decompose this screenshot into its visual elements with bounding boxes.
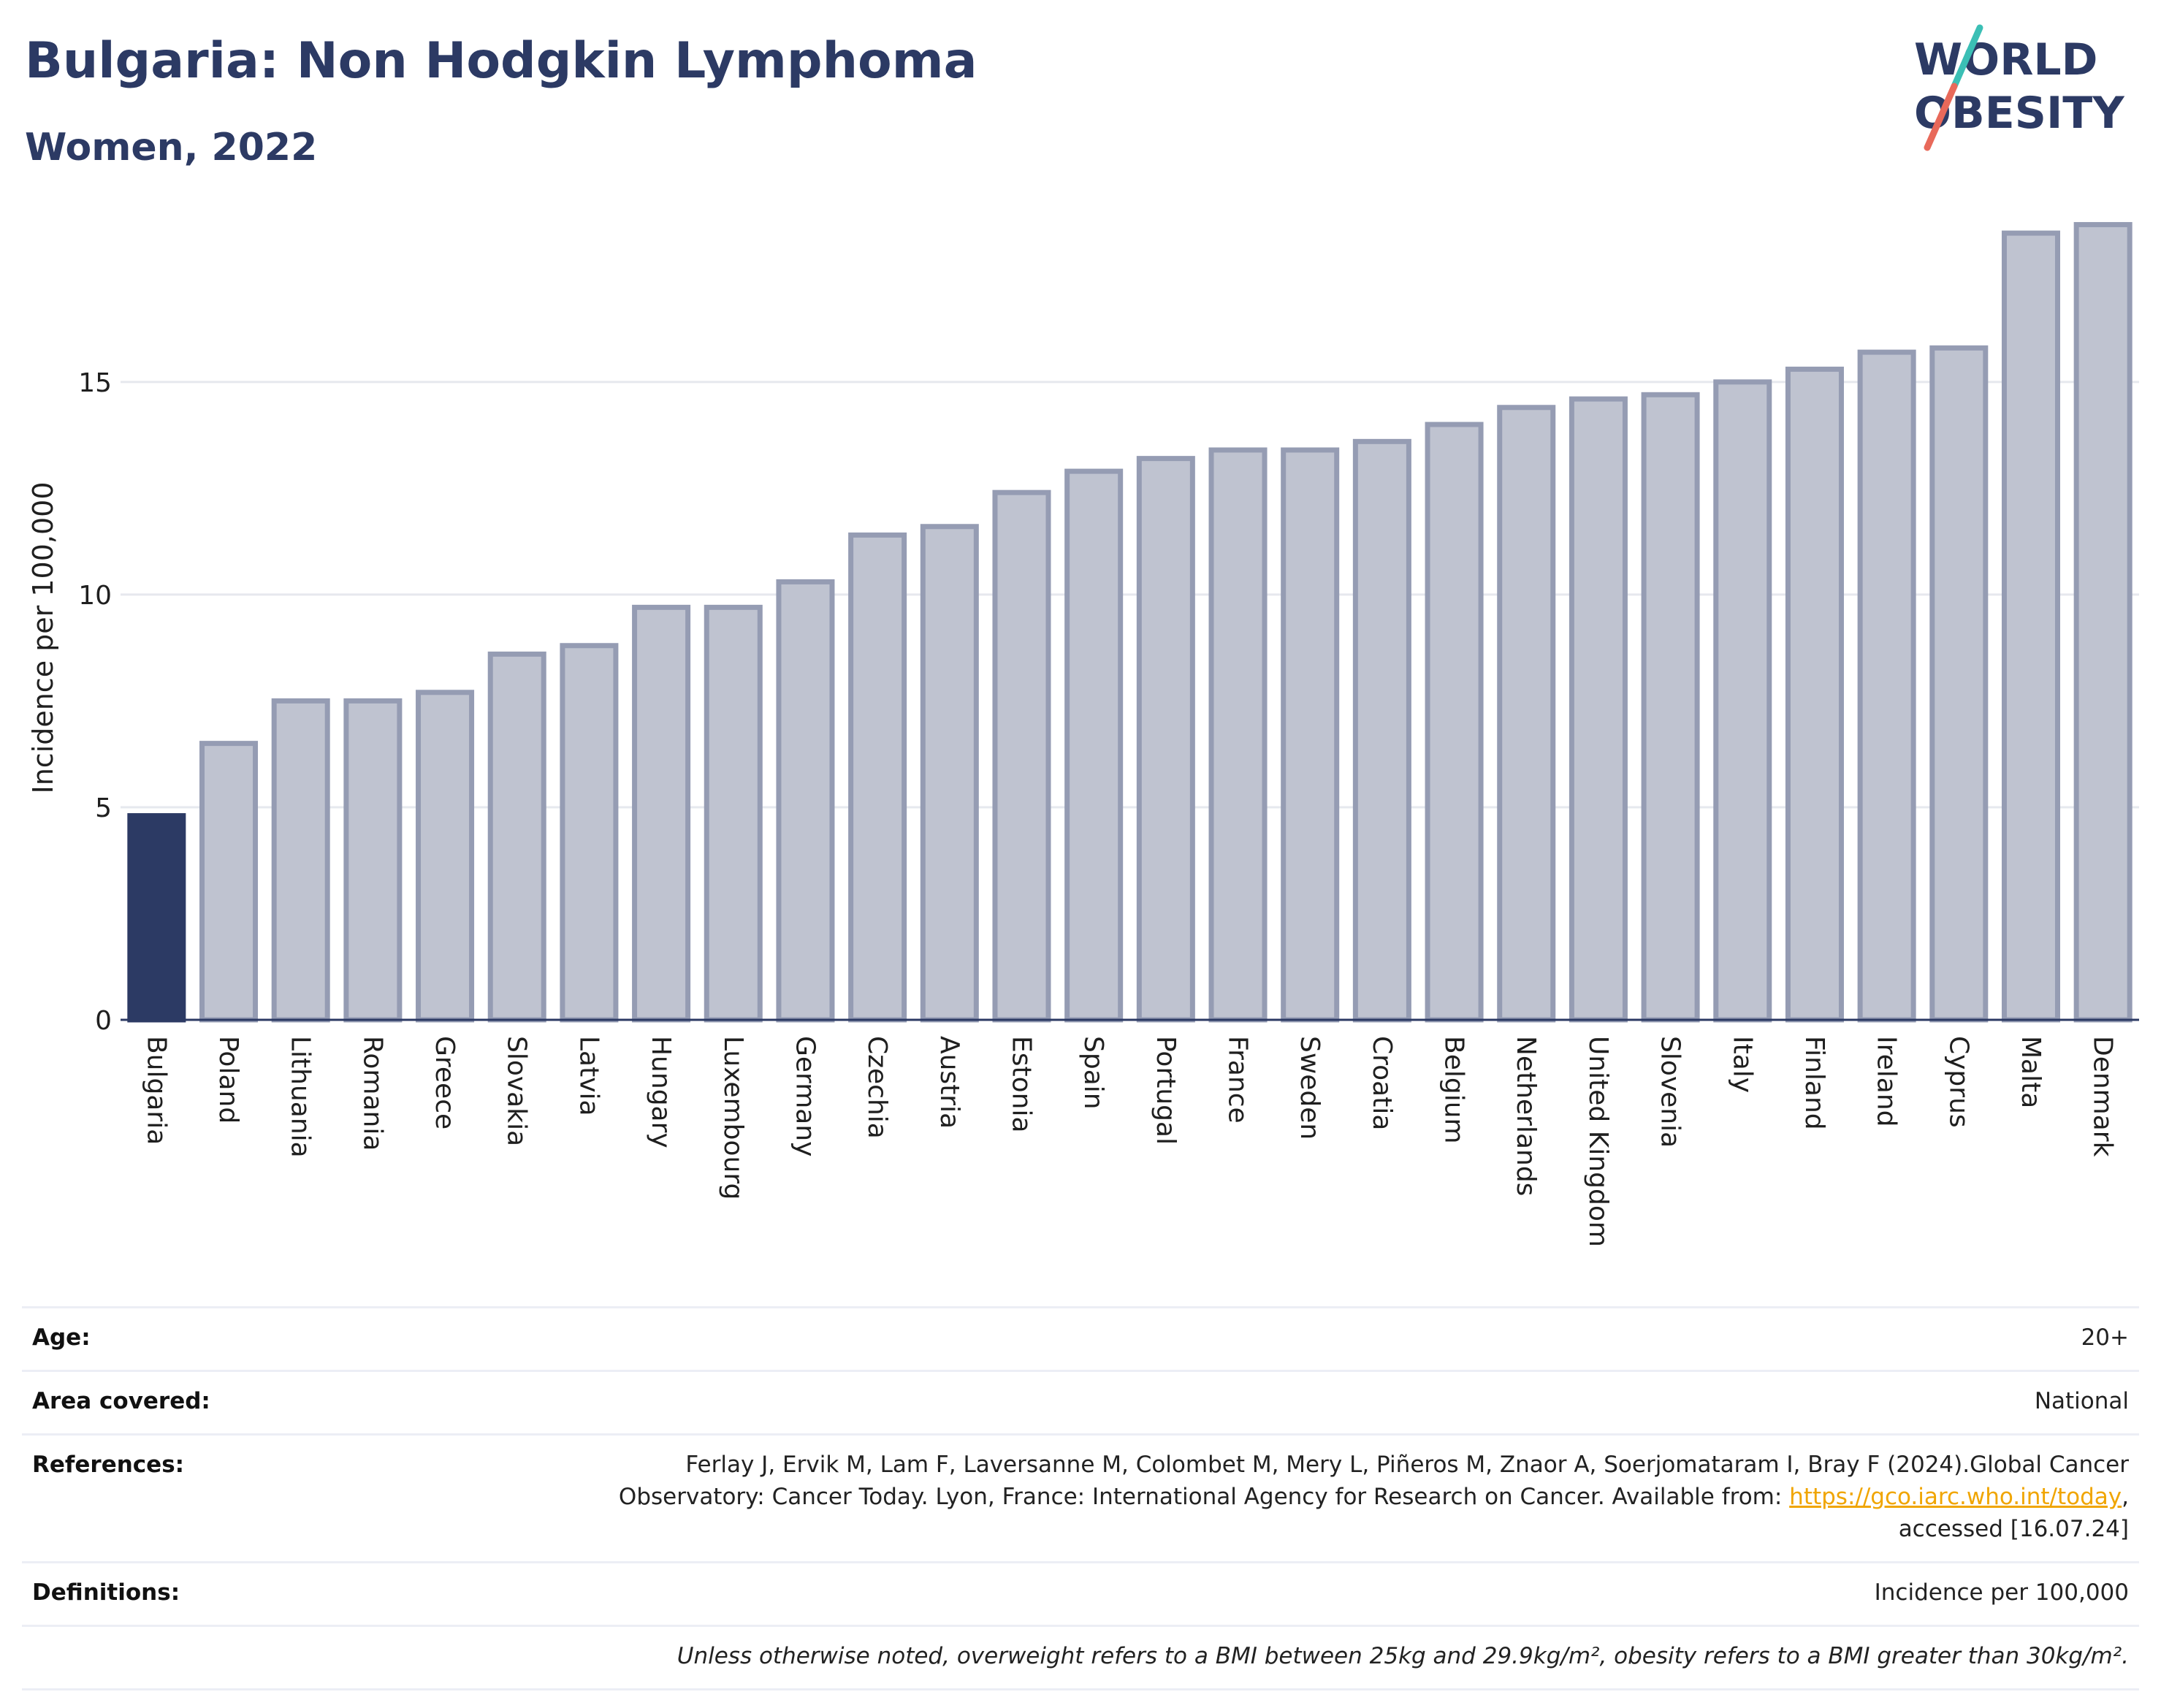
- x-tick-label: United Kingdom: [1583, 1036, 1613, 1247]
- bar-romania: [343, 698, 403, 1023]
- logo-slash-teal: [1951, 24, 1983, 90]
- x-tick-label: Poland: [213, 1036, 243, 1124]
- bar-germany: [776, 579, 835, 1023]
- x-tick-label: Belgium: [1439, 1036, 1469, 1144]
- x-tick-label: France: [1223, 1036, 1253, 1124]
- x-tick-label: Denmark: [2088, 1036, 2118, 1157]
- references-line3: accessed [16.07.24]: [1898, 1516, 2129, 1542]
- bar-belgium: [1425, 422, 1484, 1023]
- bar-luxembourg: [704, 604, 763, 1023]
- y-tick-label: 15: [78, 368, 112, 398]
- bar-greece: [416, 690, 475, 1023]
- y-axis-ticks: 0 5 10 15: [78, 368, 112, 1036]
- bar-slovenia: [1641, 392, 1700, 1023]
- area-label: Area covered:: [32, 1388, 210, 1414]
- x-tick-label: Greece: [430, 1036, 460, 1129]
- x-tick-label: Sweden: [1295, 1036, 1325, 1140]
- bar-malta: [2001, 230, 2060, 1023]
- bar-united-kingdom: [1569, 396, 1628, 1023]
- bar-netherlands: [1497, 405, 1556, 1023]
- bar-hungary: [632, 604, 691, 1023]
- definitions-label: Definitions:: [32, 1579, 180, 1606]
- bar-estonia: [992, 489, 1051, 1023]
- x-tick-label: Finland: [1799, 1036, 1829, 1130]
- world-obesity-logo: WORLD OBESITY: [1914, 24, 2125, 151]
- logo-line1: WORLD: [1914, 34, 2097, 85]
- x-tick-label: Netherlands: [1511, 1036, 1541, 1196]
- x-tick-label: Portugal: [1151, 1036, 1181, 1145]
- definitions-value: Incidence per 100,000: [1874, 1579, 2129, 1606]
- y-axis-title: Incidence per 100,000: [27, 481, 59, 793]
- bar-portugal: [1136, 456, 1195, 1023]
- references-line2: Observatory: Cancer Today. Lyon, France:…: [618, 1484, 1790, 1510]
- x-tick-label: Slovenia: [1655, 1036, 1685, 1148]
- bar-france: [1208, 447, 1268, 1023]
- meta-row-area: Area covered: National: [22, 1370, 2139, 1433]
- bar-italy: [1713, 379, 1772, 1023]
- meta-row-note: Unless otherwise noted, overweight refer…: [22, 1625, 2139, 1690]
- references-label: References:: [32, 1452, 185, 1478]
- x-tick-label: Cyprus: [1943, 1036, 1973, 1128]
- bar-latvia: [560, 643, 619, 1023]
- y-tick-label: 5: [95, 793, 112, 823]
- bar-finland: [1785, 366, 1844, 1023]
- references-value: Ferlay J, Ervik M, Lam F, Laversanne M, …: [619, 1449, 2129, 1545]
- bars: [127, 221, 2133, 1023]
- area-value: National: [2034, 1388, 2129, 1414]
- x-tick-label: Czechia: [862, 1036, 892, 1139]
- x-tick-label: Luxembourg: [718, 1036, 748, 1200]
- bar-bulgaria: [127, 813, 186, 1023]
- bar-spain: [1064, 468, 1124, 1023]
- page-subtitle: Women, 2022: [25, 126, 318, 169]
- x-tick-label: Romania: [357, 1036, 387, 1151]
- y-tick-label: 10: [78, 581, 112, 611]
- bar-sweden: [1281, 447, 1340, 1023]
- bar-poland: [199, 741, 259, 1023]
- meta-row-definitions: Definitions: Incidence per 100,000: [22, 1561, 2139, 1625]
- bar-austria: [920, 524, 979, 1023]
- bar-croatia: [1352, 438, 1411, 1023]
- meta-row-age: Age: 20+: [22, 1306, 2139, 1370]
- bar-denmark: [2073, 221, 2133, 1023]
- references-line1: Ferlay J, Ervik M, Lam F, Laversanne M, …: [685, 1452, 2129, 1478]
- logo-slash-coral: [1924, 83, 1958, 151]
- age-value: 20+: [2081, 1324, 2129, 1351]
- x-tick-label: Lithuania: [286, 1036, 316, 1158]
- meta-row-references: References: Ferlay J, Ervik M, Lam F, La…: [22, 1433, 2139, 1561]
- x-tick-label: Malta: [2016, 1036, 2046, 1108]
- bar-cyprus: [1929, 345, 1989, 1023]
- references-link[interactable]: https://gco.iarc.who.int/today: [1789, 1484, 2122, 1510]
- bar-ireland: [1857, 349, 1916, 1023]
- bmi-note: Unless otherwise noted, overweight refer…: [676, 1643, 2129, 1669]
- x-tick-label: Latvia: [573, 1036, 603, 1116]
- x-tick-label: Estonia: [1006, 1036, 1036, 1133]
- age-label: Age:: [32, 1324, 91, 1351]
- x-tick-label: Spain: [1078, 1036, 1108, 1110]
- x-tick-label: Slovakia: [502, 1036, 532, 1146]
- x-axis-ticks: Bulgaria Poland Lithuania Romania Greece Slov…: [141, 1036, 2117, 1247]
- bar-chart: 0 5 10 15 Bulgaria Poland Lithuania Romania Gre…: [27, 221, 2139, 1247]
- bar-czechia: [848, 532, 907, 1023]
- x-tick-label: Italy: [1727, 1036, 1757, 1093]
- x-tick-label: Bulgaria: [141, 1036, 171, 1145]
- x-tick-label: Austria: [934, 1036, 964, 1129]
- x-tick-label: Croatia: [1367, 1036, 1397, 1130]
- metadata-table: Age: 20+ Area covered: National Referenc…: [22, 1306, 2139, 1690]
- y-tick-label: 0: [95, 1006, 112, 1036]
- x-tick-label: Ireland: [1872, 1036, 1902, 1127]
- bar-lithuania: [271, 698, 330, 1023]
- references-line2-end: ,: [2122, 1484, 2129, 1510]
- x-tick-label: Germany: [790, 1036, 820, 1156]
- page-title: Bulgaria: Non Hodgkin Lymphoma: [25, 32, 977, 90]
- bar-slovakia: [487, 651, 546, 1023]
- x-tick-label: Hungary: [646, 1036, 676, 1148]
